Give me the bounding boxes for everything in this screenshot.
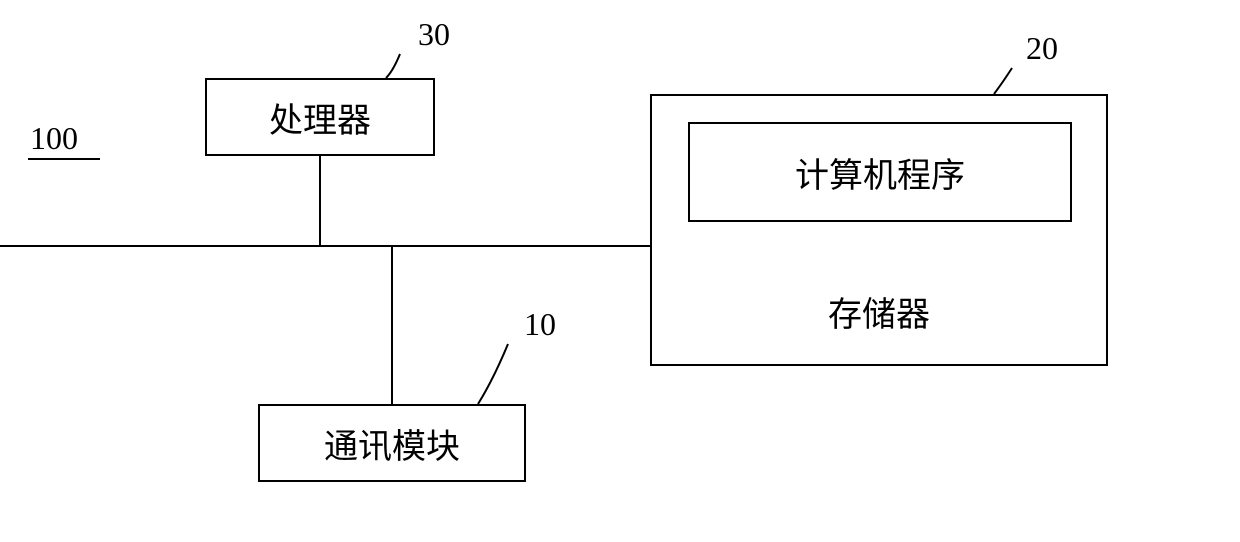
diagram-canvas: 100 处理器 30 通讯模块 10 计算机程序 存储器 20: [0, 0, 1240, 542]
diagram-ref-100-underline: [28, 158, 100, 160]
node-program-label: 计算机程序: [795, 148, 965, 197]
node-memory-label: 存储器: [828, 297, 930, 334]
ref-label-30-text: 30: [418, 16, 450, 52]
ref-label-20-text: 20: [1026, 30, 1058, 66]
node-memory: 计算机程序 存储器: [650, 94, 1108, 366]
node-program: 计算机程序: [688, 122, 1072, 222]
ref-label-20: 20: [1026, 30, 1058, 67]
leader-10: [478, 344, 508, 404]
node-processor: 处理器: [205, 78, 435, 156]
ref-label-10: 10: [524, 306, 556, 343]
ref-label-30: 30: [418, 16, 450, 53]
diagram-ref-100-text: 100: [30, 120, 78, 156]
node-comm: 通讯模块: [258, 404, 526, 482]
diagram-ref-100: 100: [30, 120, 78, 157]
node-processor-label: 处理器: [269, 93, 371, 142]
leader-20: [994, 68, 1012, 94]
leader-30: [386, 54, 400, 78]
node-comm-label: 通讯模块: [324, 419, 460, 468]
ref-label-10-text: 10: [524, 306, 556, 342]
